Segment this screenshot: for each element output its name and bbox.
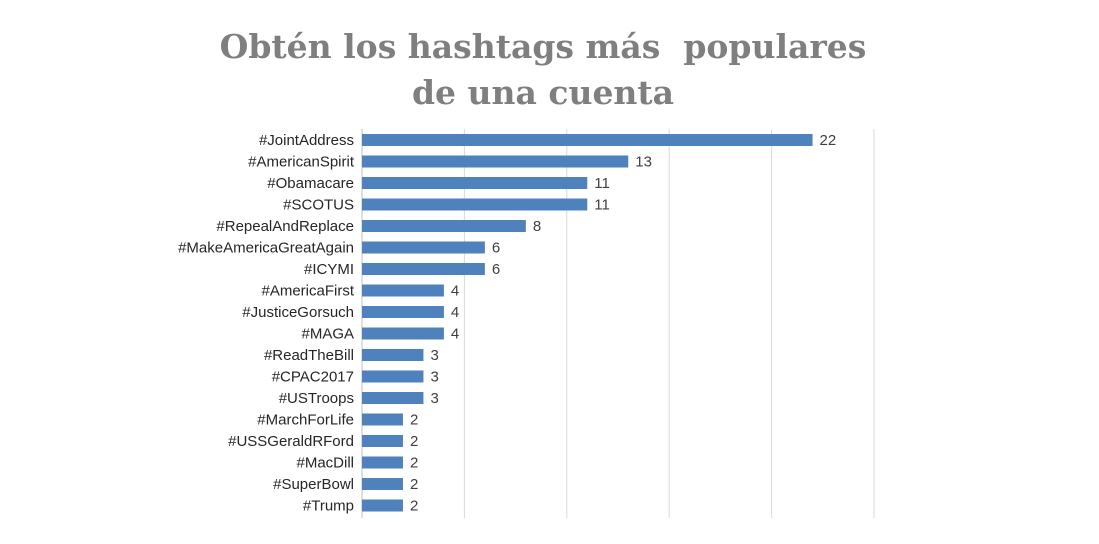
category-label: #USSGeraldRFord	[228, 433, 354, 450]
data-label: 2	[410, 455, 418, 472]
bar	[362, 435, 403, 447]
bar	[362, 220, 526, 232]
category-label: #SuperBowl	[273, 476, 354, 493]
bar	[362, 284, 444, 297]
category-label: #AmericaFirst	[261, 283, 354, 300]
category-label: #Obamacare	[267, 175, 354, 192]
bar	[362, 198, 588, 211]
bar	[362, 241, 485, 254]
data-label: 2	[410, 412, 418, 429]
category-label: #JointAddress	[259, 132, 354, 149]
data-label: 2	[410, 433, 418, 450]
gridlines	[361, 129, 875, 518]
data-label: 11	[594, 175, 610, 192]
category-label: #MAGA	[301, 326, 354, 343]
category-label: #MacDill	[296, 455, 354, 472]
category-label: #ReadTheBill	[264, 347, 354, 364]
data-label: 3	[430, 369, 438, 386]
data-label: 3	[430, 347, 438, 364]
bar	[362, 349, 424, 361]
bar	[362, 392, 424, 404]
category-label: #MakeAmericaGreatAgain	[178, 240, 354, 257]
category-labels: #JointAddress #AmericanSpirit #Obamacare #S…	[178, 132, 355, 515]
data-label: 11	[594, 197, 610, 214]
data-label: 2	[410, 498, 418, 515]
bar	[362, 155, 629, 168]
bar	[362, 413, 403, 426]
data-label: 6	[492, 261, 500, 278]
category-label: #SCOTUS	[283, 197, 354, 214]
category-label: #RepealAndReplace	[216, 218, 354, 235]
data-label: 8	[533, 218, 541, 235]
bar	[362, 177, 588, 189]
data-label: 4	[451, 283, 459, 300]
category-label: #Trump	[303, 498, 354, 515]
data-label: 13	[635, 154, 652, 171]
data-label: 2	[410, 476, 418, 493]
category-label: #USTroops	[279, 390, 354, 407]
category-label: #JusticeGorsuch	[242, 304, 354, 321]
bar	[362, 456, 403, 469]
bar	[362, 263, 485, 275]
data-label: 4	[451, 304, 459, 321]
bar	[362, 134, 813, 146]
data-label: 3	[430, 390, 438, 407]
bar	[362, 370, 424, 383]
bar	[362, 306, 444, 318]
bars	[362, 134, 813, 512]
category-label: #MarchForLife	[257, 412, 354, 429]
bar	[362, 499, 403, 512]
bar	[362, 327, 444, 340]
bar	[362, 478, 403, 490]
category-label: #AmericanSpirit	[248, 154, 355, 171]
category-label: #ICYMI	[304, 261, 354, 278]
data-label: 4	[451, 326, 459, 343]
chart-title: Obtén los hashtags más populares de una …	[219, 27, 867, 112]
data-label: 6	[492, 240, 500, 257]
category-label: #CPAC2017	[272, 369, 354, 386]
data-label: 22	[820, 132, 837, 149]
